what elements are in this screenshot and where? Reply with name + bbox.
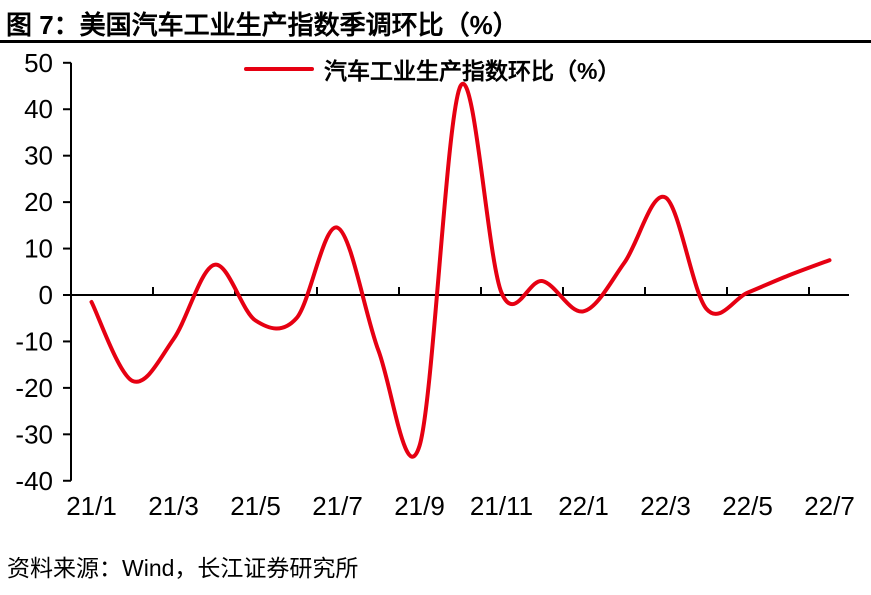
- x-tick-label: 22/7: [804, 491, 855, 521]
- x-tick-label: 22/3: [640, 491, 691, 521]
- series-path: [89, 81, 832, 459]
- y-tick-label: 50: [24, 48, 53, 78]
- y-tick-label: 40: [24, 94, 53, 124]
- x-tick-label: 22/1: [558, 491, 609, 521]
- y-tick-label: 0: [39, 280, 53, 310]
- figure-title: 图 7：美国汽车工业生产指数季调环比（%）: [6, 10, 519, 40]
- title-divider: [0, 40, 871, 43]
- x-tick-label: 21/11: [470, 491, 533, 521]
- legend-line-swatch: [244, 67, 314, 71]
- y-tick-label: 30: [24, 141, 53, 171]
- source-note: 资料来源：Wind，长江证券研究所: [7, 555, 359, 581]
- y-tick-label: -10: [15, 326, 53, 356]
- y-tick-label: -20: [15, 373, 53, 403]
- y-tick-label: 20: [24, 187, 53, 217]
- x-tick-label: 21/7: [312, 491, 363, 521]
- chart-legend: 汽车工业生产指数环比（%）: [244, 55, 621, 84]
- x-tick-label: 21/3: [148, 491, 199, 521]
- y-tick-label: -40: [15, 466, 53, 496]
- x-tick-label: 22/5: [722, 491, 773, 521]
- x-tick-label: 21/1: [66, 491, 117, 521]
- y-tick-label: -30: [15, 419, 53, 449]
- x-tick-label: 21/5: [230, 491, 281, 521]
- y-tick-label: 10: [24, 234, 53, 264]
- x-tick-label: 21/9: [394, 491, 445, 521]
- legend-label: 汽车工业生产指数环比（%）: [324, 58, 621, 84]
